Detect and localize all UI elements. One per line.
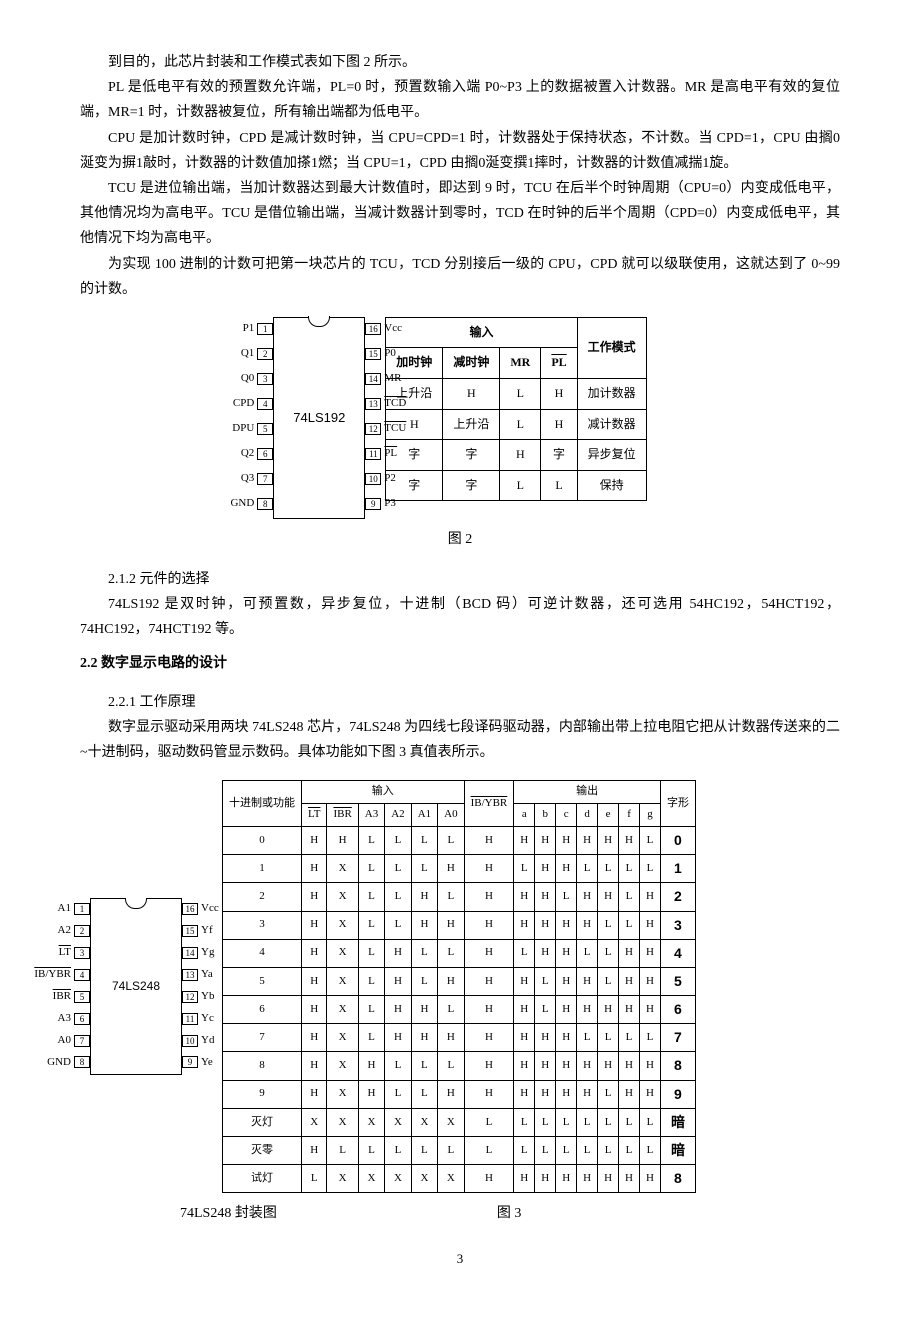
figure-3-row: A11A22LT3IB/YBR4IBR5A36A07GND8 74LS248 1… bbox=[80, 780, 840, 1193]
mode-table: 输入工作模式加时钟减时钟MRPL上升沿HLH加计数器H上升沿LH减计数器字字H字… bbox=[385, 317, 646, 502]
para-pl: PL 是低电平有效的预置数允许端，PL=0 时，预置数输入端 P0~P3 上的数… bbox=[80, 75, 840, 125]
figure-3-caption: 图 3 bbox=[497, 1201, 522, 1226]
para-2-1-2: 74LS192 是双时钟，可预置数，异步复位，十进制（BCD 码）可逆计数器，还… bbox=[80, 592, 840, 642]
figure-3-captions: 74LS248 封装图 图 3 bbox=[80, 1201, 840, 1226]
para-tcu: TCU 是进位输出端，当加计数器达到最大计数值时，即达到 9 时，TCU 在后半… bbox=[80, 176, 840, 252]
figure-2-row: P11Q12Q03CPD4DPU5Q26Q37GND8 74LS192 16Vc… bbox=[80, 317, 840, 519]
truth-table: 十进制或功能输入IB/YBR输出字形LTIBRA3A2A1A0abcdefg0H… bbox=[222, 780, 696, 1193]
para-100: 为实现 100 进制的计数可把第一块芯片的 TCU，TCD 分别接后一级的 CP… bbox=[80, 252, 840, 302]
chip2-caption: 74LS248 封装图 bbox=[180, 1201, 277, 1226]
para-intro: 到目的，此芯片封装和工作模式表如下图 2 所示。 bbox=[80, 50, 840, 75]
para-2-2-1: 数字显示驱动采用两块 74LS248 芯片，74LS248 为四线七段译码驱动器… bbox=[80, 715, 840, 765]
chip-74ls248: A11A22LT3IB/YBR4IBR5A36A07GND8 74LS248 1… bbox=[90, 898, 182, 1075]
para-cpu: CPU 是加计数时钟，CPD 是减计数时钟，当 CPU=CPD=1 时，计数器处… bbox=[80, 126, 840, 176]
section-2-2: 2.2 数字显示电路的设计 bbox=[80, 651, 840, 676]
chip-74ls192: P11Q12Q03CPD4DPU5Q26Q37GND8 74LS192 16Vc… bbox=[273, 317, 365, 519]
section-2-2-1: 2.2.1 工作原理 bbox=[80, 690, 840, 715]
figure-2-caption: 图 2 bbox=[80, 527, 840, 552]
page-number: 3 bbox=[80, 1247, 840, 1270]
section-2-1-2: 2.1.2 元件的选择 bbox=[80, 567, 840, 592]
